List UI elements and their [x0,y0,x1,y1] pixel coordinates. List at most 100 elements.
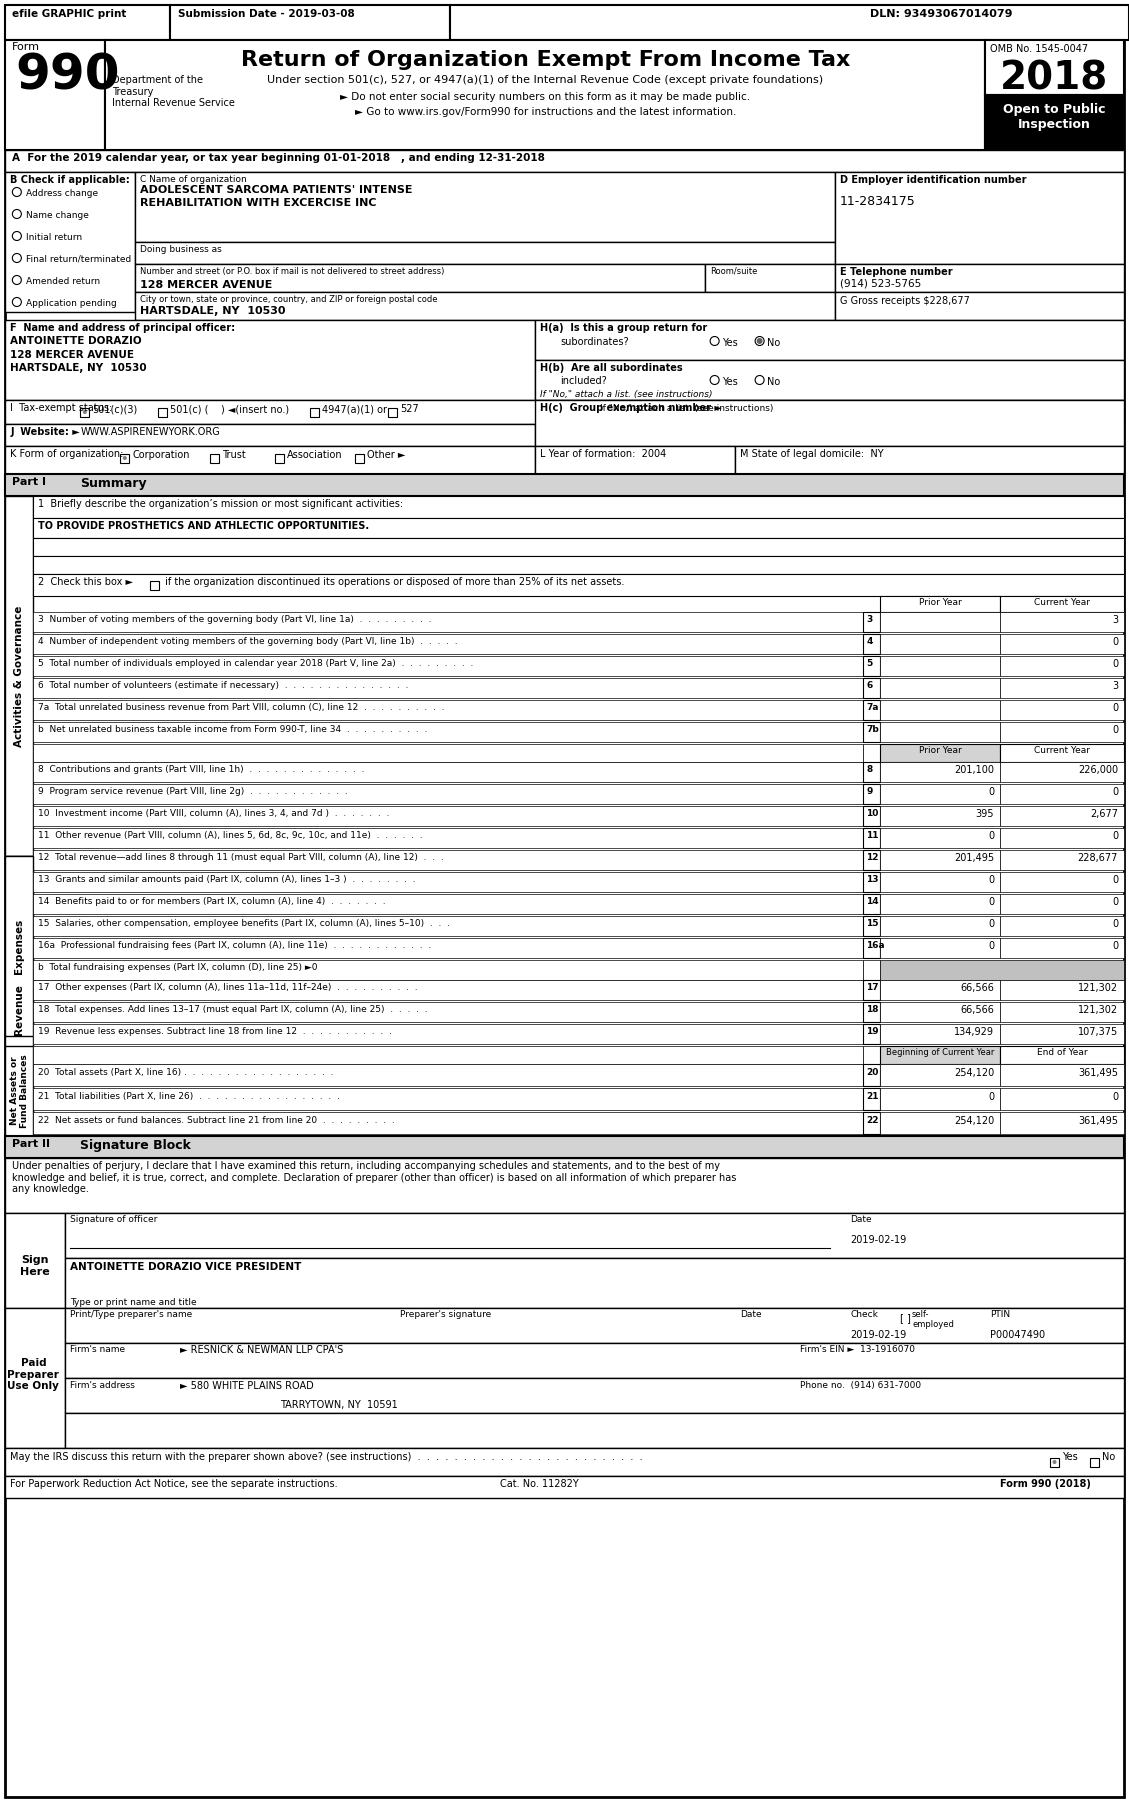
Text: Final return/terminated: Final return/terminated [26,256,132,265]
Text: F  Name and address of principal officer:: F Name and address of principal officer: [10,323,236,333]
Bar [210,454,219,463]
Text: Firm's EIN ►  13-1916070: Firm's EIN ► 13-1916070 [800,1344,916,1353]
Bar [881,1112,1000,1133]
Bar [881,744,1000,762]
Text: C Name of organization: C Name of organization [140,175,247,184]
Bar [34,784,863,804]
Bar [881,872,1000,892]
Text: 66,566: 66,566 [960,984,994,993]
Text: No: No [767,339,780,348]
Text: No: No [1102,1452,1115,1461]
Text: Open to Public
Inspection: Open to Public Inspection [1003,103,1105,132]
Text: H(a)  Is this a group return for: H(a) Is this a group return for [540,323,708,333]
Text: ANTOINETTE DORAZIO VICE PRESIDENT: ANTOINETTE DORAZIO VICE PRESIDENT [70,1261,301,1272]
Text: TO PROVIDE PROSTHETICS AND ATHLECTIC OPPORTUNITIES.: TO PROVIDE PROSTHETICS AND ATHLECTIC OPP… [38,521,369,532]
Text: Doing business as: Doing business as [140,245,222,254]
Bar [863,762,881,782]
Bar [1000,827,1124,849]
Text: ► Do not enter social security numbers on this form as it may be made public.: ► Do not enter social security numbers o… [340,92,751,103]
Text: 2  Check this box ►: 2 Check this box ► [38,577,133,587]
Bar [863,723,881,742]
Text: 4947(a)(1) or: 4947(a)(1) or [322,404,387,414]
Text: Date: Date [850,1215,872,1224]
Circle shape [12,209,21,218]
Text: 0: 0 [1112,831,1118,842]
Text: L Year of formation:  2004: L Year of formation: 2004 [540,449,666,460]
Bar [34,575,1124,596]
Text: 4: 4 [866,636,873,645]
Text: Name change: Name change [26,211,89,220]
Text: H(b)  Are all subordinates: H(b) Are all subordinates [540,362,683,373]
Bar [863,827,881,849]
Text: 121,302: 121,302 [1078,1006,1118,1015]
Text: 254,120: 254,120 [954,1069,994,1078]
Text: H(c)  Group exemption number ►: H(c) Group exemption number ► [540,404,723,413]
Bar [6,423,535,447]
Text: b  Total fundraising expenses (Part IX, column (D), line 25) ►0: b Total fundraising expenses (Part IX, c… [38,962,318,971]
Ellipse shape [1052,1460,1057,1463]
Text: P00047490: P00047490 [990,1330,1045,1341]
Bar [1000,656,1124,676]
Bar [135,171,835,241]
Text: 16a: 16a [866,941,885,950]
Bar [984,40,1124,96]
Bar [1000,744,1124,762]
Text: 2018: 2018 [1000,59,1109,97]
Text: 0: 0 [988,831,994,842]
Text: 17  Other expenses (Part IX, column (A), lines 11a–11d, 11f–24e)  .  .  .  .  . : 17 Other expenses (Part IX, column (A), … [38,984,418,991]
Text: 13  Grants and similar amounts paid (Part IX, column (A), lines 1–3 )  .  .  .  : 13 Grants and similar amounts paid (Part… [38,876,415,885]
Bar [735,447,1124,474]
Bar [6,1449,1124,1476]
Text: 1  Briefly describe the organization’s mission or most significant activities:: 1 Briefly describe the organization’s mi… [38,499,403,508]
Text: Application pending: Application pending [26,299,117,308]
Bar [150,580,159,589]
Bar [863,1002,881,1022]
Text: 11-2834175: 11-2834175 [840,195,916,207]
Bar [881,678,1000,697]
Bar [1000,1024,1124,1043]
Bar [6,1159,1124,1213]
Text: Room/suite: Room/suite [710,267,758,276]
Bar [6,321,535,400]
Text: 7a: 7a [866,703,878,712]
Bar [356,454,365,463]
Text: 5: 5 [866,660,873,669]
Text: Prior Year: Prior Year [919,746,962,755]
Text: 228,677: 228,677 [1077,852,1118,863]
Bar [158,407,167,416]
Bar [34,1024,863,1043]
Bar [34,496,1124,517]
Text: K Form of organization:: K Form of organization: [10,449,124,460]
Text: Form: Form [12,41,41,52]
Bar [80,407,89,416]
Bar [170,5,450,40]
Text: Date: Date [741,1310,762,1319]
Text: 7b: 7b [866,724,878,733]
Text: 9: 9 [866,787,873,796]
Circle shape [12,231,21,240]
Text: 226,000: 226,000 [1078,766,1118,775]
Text: 11  Other revenue (Part VIII, column (A), lines 5, 6d, 8c, 9c, 10c, and 11e)  . : 11 Other revenue (Part VIII, column (A),… [38,831,423,840]
Bar [863,699,881,721]
Text: 3: 3 [1112,614,1118,625]
Bar [34,1002,863,1022]
Bar [34,762,863,782]
Bar [65,1413,1124,1449]
Bar [535,400,1124,447]
Bar [881,1088,1000,1110]
Bar [6,856,34,1036]
Text: Return of Organization Exempt From Income Tax: Return of Organization Exempt From Incom… [240,50,850,70]
Text: E Telephone number: E Telephone number [840,267,953,278]
Bar [881,827,1000,849]
Text: 0: 0 [1112,787,1118,796]
Bar [121,454,130,463]
Bar [863,613,881,633]
Text: 8  Contributions and grants (Part VIII, line 1h)  .  .  .  .  .  .  .  .  .  .  : 8 Contributions and grants (Part VIII, l… [38,766,365,775]
Text: Trust: Trust [222,450,246,460]
Text: 201,495: 201,495 [954,852,994,863]
Circle shape [12,187,21,196]
Bar [863,1045,881,1063]
Bar [6,171,135,312]
Text: 361,495: 361,495 [1078,1069,1118,1078]
Text: 134,929: 134,929 [954,1027,994,1036]
